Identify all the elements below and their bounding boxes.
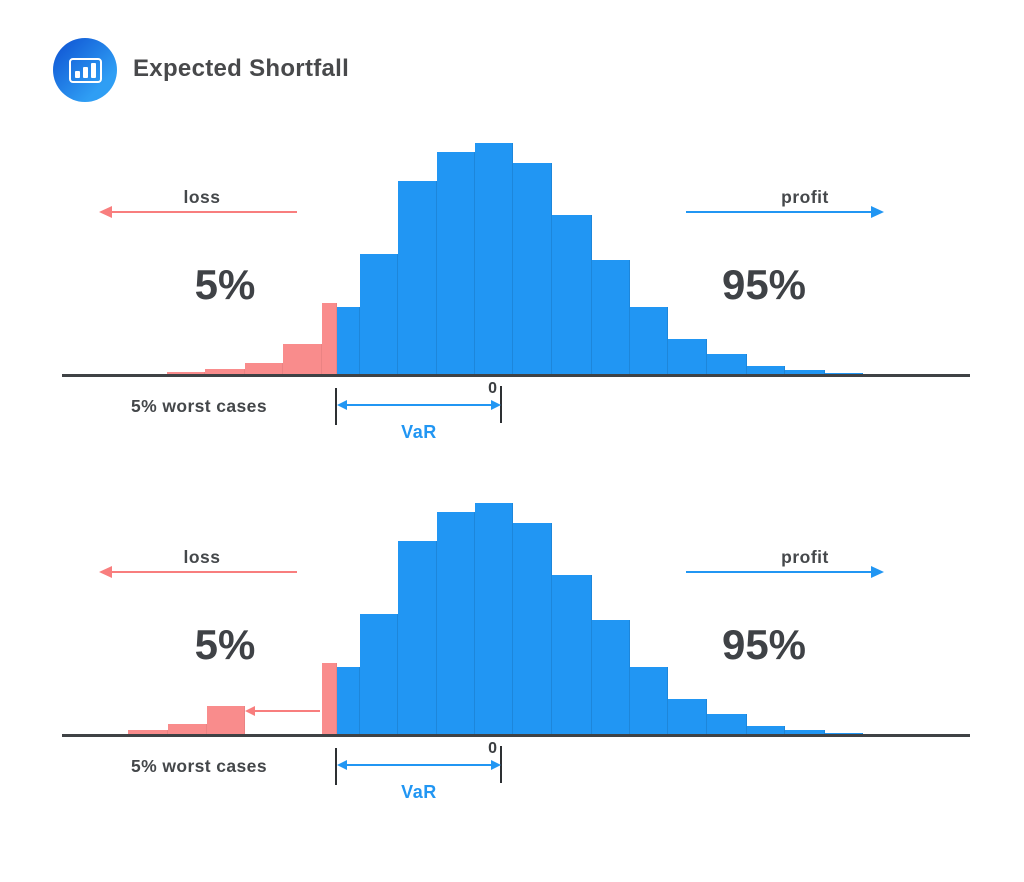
loss-bar bbox=[322, 663, 337, 737]
left-arrowhead-icon bbox=[99, 206, 112, 218]
left-arrowhead-icon bbox=[99, 566, 112, 578]
left-arrowhead-icon bbox=[337, 400, 347, 410]
profit-bar bbox=[630, 307, 668, 377]
loss-bar bbox=[322, 303, 337, 377]
profit-bar bbox=[513, 163, 552, 377]
profit-bar bbox=[785, 370, 825, 377]
profit-bar bbox=[707, 354, 747, 377]
loss-bar bbox=[128, 730, 168, 737]
tail-percent-label: 5% bbox=[194, 621, 256, 668]
profit-bar bbox=[592, 260, 630, 377]
profit-bar bbox=[707, 714, 747, 737]
loss-label: loss bbox=[183, 187, 221, 207]
loss-bar bbox=[283, 344, 322, 377]
profit-bar bbox=[398, 181, 437, 377]
profit-bar bbox=[552, 575, 592, 737]
expected-shortfall-histogram-chart: loss profit 5% 95% 5% worst cases 0 VaR bbox=[0, 490, 1024, 820]
profit-label: profit bbox=[781, 547, 829, 567]
var-left-tick bbox=[335, 388, 337, 425]
right-arrowhead-icon bbox=[491, 400, 501, 410]
var-label: VaR bbox=[401, 782, 437, 802]
profit-bar bbox=[437, 152, 475, 377]
profit-arrow bbox=[686, 566, 884, 578]
body-percent-label: 95% bbox=[721, 261, 807, 308]
zero-label: 0 bbox=[488, 740, 497, 757]
right-arrowhead-icon bbox=[871, 206, 884, 218]
var-histogram-chart: loss profit 5% 95% 5% worst cases 0 VaR bbox=[0, 130, 1024, 460]
profit-bar bbox=[360, 254, 398, 377]
profit-bar bbox=[437, 512, 475, 737]
loss-bar bbox=[207, 706, 245, 737]
loss-arrow bbox=[99, 566, 297, 578]
profit-bar bbox=[747, 726, 785, 737]
worst-cases-label: 5% worst cases bbox=[131, 396, 267, 416]
profit-bar bbox=[630, 667, 668, 737]
profit-bar bbox=[337, 667, 360, 737]
x-axis-line bbox=[62, 374, 970, 377]
page-title: Expected Shortfall bbox=[133, 55, 350, 82]
profit-bar bbox=[475, 143, 513, 377]
left-arrowhead-icon bbox=[245, 706, 255, 716]
profit-bar bbox=[337, 307, 360, 377]
profit-bar bbox=[513, 523, 552, 737]
profit-bar bbox=[360, 614, 398, 737]
profit-bar bbox=[475, 503, 513, 737]
profit-bar bbox=[785, 730, 825, 737]
profit-arrow bbox=[686, 206, 884, 218]
profit-bar bbox=[552, 215, 592, 377]
zero-tick bbox=[500, 746, 502, 783]
var-range-arrow bbox=[337, 400, 501, 410]
loss-bar bbox=[205, 369, 245, 377]
profit-bar bbox=[668, 699, 707, 737]
var-left-tick bbox=[335, 748, 337, 785]
worst-cases-label: 5% worst cases bbox=[131, 756, 267, 776]
histogram-bars bbox=[0, 490, 1024, 820]
right-arrowhead-icon bbox=[871, 566, 884, 578]
profit-bar bbox=[747, 366, 785, 377]
app-logo bbox=[53, 38, 117, 102]
x-axis-line bbox=[62, 734, 970, 737]
var-range-arrow bbox=[337, 760, 501, 770]
var-label: VaR bbox=[401, 422, 437, 442]
profit-label: profit bbox=[781, 187, 829, 207]
tail-percent-label: 5% bbox=[194, 261, 256, 308]
loss-bar bbox=[168, 724, 207, 737]
profit-bar bbox=[592, 620, 630, 737]
bar-chart-icon bbox=[68, 57, 102, 83]
left-arrowhead-icon bbox=[337, 760, 347, 770]
es-tail-arrow bbox=[245, 706, 320, 716]
right-arrowhead-icon bbox=[491, 760, 501, 770]
loss-label: loss bbox=[183, 547, 221, 567]
loss-arrow bbox=[99, 206, 297, 218]
zero-tick bbox=[500, 386, 502, 423]
histogram-bars bbox=[0, 130, 1024, 460]
profit-bar bbox=[398, 541, 437, 737]
body-percent-label: 95% bbox=[721, 621, 807, 668]
zero-label: 0 bbox=[488, 380, 497, 397]
loss-bar bbox=[245, 363, 283, 377]
profit-bar bbox=[668, 339, 707, 377]
